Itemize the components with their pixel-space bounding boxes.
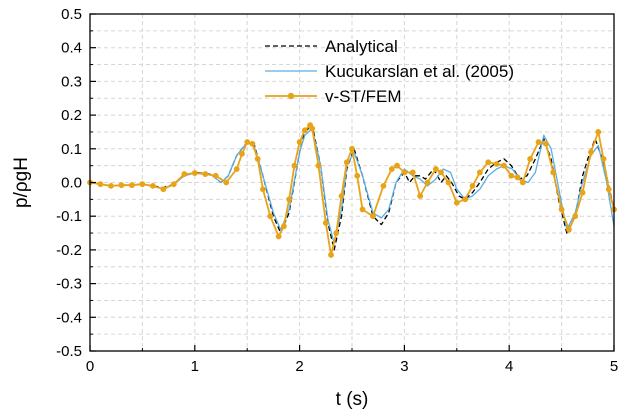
series-3-point (315, 162, 322, 169)
series-3-point (328, 252, 334, 258)
series-3-point (286, 196, 293, 203)
x-tick-label: 5 (610, 358, 618, 375)
series-3-point (275, 233, 282, 240)
series-3-point (301, 127, 308, 134)
series-3-point (309, 125, 316, 132)
series-3-point (605, 186, 612, 193)
series-3-point (409, 169, 416, 176)
series-3-point (249, 140, 256, 147)
series-3-point (394, 162, 400, 169)
series-3-point (508, 172, 515, 179)
series-3-point (432, 166, 439, 172)
series-3-point (343, 159, 350, 166)
series-3-point (239, 150, 245, 157)
series-3-point (401, 169, 408, 176)
y-tick-label: 0.0 (61, 175, 82, 192)
x-tick-label: 1 (191, 358, 199, 375)
series-3-point (170, 181, 177, 188)
series-3-point (579, 189, 586, 196)
series-3-point (572, 213, 579, 220)
series-3-point (469, 182, 476, 189)
series-3-point (462, 196, 469, 203)
series-3-point (139, 181, 146, 188)
series-3-point (542, 140, 549, 147)
series-3-point (417, 193, 424, 199)
series-3-point (550, 169, 557, 176)
x-tick-label: 4 (505, 358, 513, 375)
y-tick-label: 0.2 (61, 107, 82, 124)
series-3-point (558, 206, 565, 213)
series-3-point (588, 149, 594, 156)
series-3-point (354, 172, 361, 179)
y-tick-label: 0.3 (61, 73, 82, 90)
series-3-point (600, 156, 607, 162)
series-3-point (566, 226, 572, 233)
y-tick-label: -0.5 (56, 343, 82, 360)
series-3-point (280, 223, 287, 230)
series-3-point (338, 193, 345, 199)
series-3-point (160, 186, 167, 193)
legend-label-3: v-ST/FEM (325, 87, 402, 106)
y-tick-label: -0.3 (56, 276, 82, 293)
series-3-point (254, 156, 261, 162)
x-tick-label: 3 (400, 358, 408, 375)
x-tick-label: 0 (86, 358, 94, 375)
series-3-point (97, 181, 104, 188)
series-3-point (501, 162, 507, 169)
series-3-point (149, 182, 156, 189)
y-tick-label: -0.2 (56, 242, 82, 259)
y-tick-label: -0.4 (56, 309, 82, 326)
series-3-point (333, 230, 340, 236)
series-3-point (370, 213, 376, 220)
series-3-point (244, 139, 251, 145)
series-3-point (233, 166, 240, 172)
series-3-point (260, 186, 266, 193)
series-3-point (535, 139, 542, 145)
series-3-point (349, 145, 355, 152)
series-3-point (445, 179, 452, 186)
series-3-point (118, 182, 125, 189)
series-3-point (476, 169, 483, 176)
series-line-2 (89, 127, 615, 244)
series-3-point (129, 182, 135, 189)
series-3-point (527, 156, 534, 162)
y-tick-label: 0.1 (61, 141, 82, 158)
series-3-point (493, 161, 500, 167)
y-tick-label: 0.4 (61, 40, 82, 57)
legend: Analytical Kucukarslan et al. (2005) v-ST/… (265, 37, 514, 106)
series-layer (87, 122, 617, 258)
series-3-point (108, 182, 114, 189)
y-tick-label: -0.1 (56, 208, 82, 225)
legend-label-1: Analytical (325, 37, 398, 56)
series-3-point (514, 174, 521, 181)
series-3-point (424, 179, 431, 186)
legend-marker (287, 92, 295, 100)
x-tick-label: 2 (295, 358, 303, 375)
y-axis-title: p/ρgH (11, 157, 32, 208)
series-3-point (519, 179, 526, 186)
series-3-point (291, 162, 298, 169)
legend-label-2: Kucukarslan et al. (2005) (325, 62, 514, 81)
series-3-point (202, 171, 209, 177)
series-3-point (380, 182, 387, 189)
axis-ticks: 0 1 2 3 4 5 -0.5 -0.4 -0.3 -0.2 -0.1 0.0 0.1 0.2 0.3 0.… (56, 6, 618, 375)
series-3-point (267, 213, 274, 220)
y-tick-label: 0.5 (61, 6, 82, 23)
series-3-point (359, 206, 366, 213)
series-3-point (223, 179, 230, 186)
series-3-point (322, 220, 329, 226)
series-3-point (388, 166, 395, 172)
series-3-point (438, 169, 444, 176)
x-axis-title: t (s) (336, 389, 369, 410)
series-3-point (181, 171, 188, 177)
series-3-point (212, 172, 219, 179)
series-3-point (485, 159, 492, 166)
series-3-point (296, 139, 303, 145)
series-3-point (453, 199, 460, 206)
series-3-point (595, 129, 602, 135)
series-3-point (191, 170, 198, 176)
